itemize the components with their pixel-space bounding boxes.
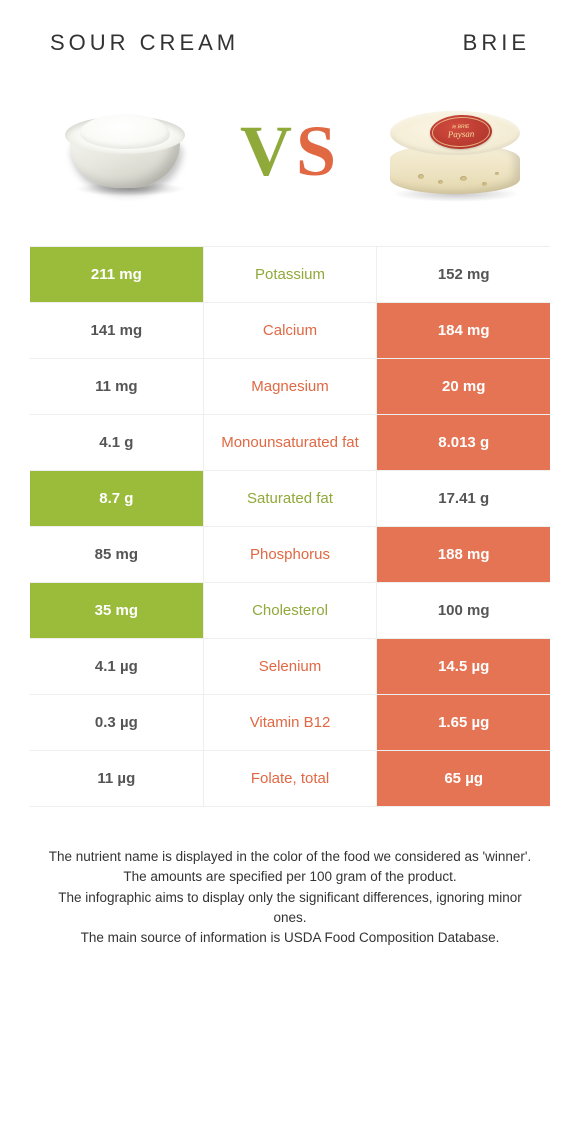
left-value: 4.1 g	[30, 415, 204, 470]
table-row: 141 mgCalcium184 mg	[30, 303, 550, 359]
right-value: 14.5 µg	[377, 639, 550, 694]
right-value: 100 mg	[377, 583, 550, 638]
nutrient-name: Selenium	[204, 639, 378, 694]
left-food-title: SOUR CREAM	[50, 30, 239, 56]
left-value: 11 mg	[30, 359, 204, 414]
nutrient-name: Cholesterol	[204, 583, 378, 638]
table-row: 11 µgFolate, total65 µg	[30, 751, 550, 807]
table-row: 35 mgCholesterol100 mg	[30, 583, 550, 639]
nutrient-name: Monounsaturated fat	[204, 415, 378, 470]
right-value: 184 mg	[377, 303, 550, 358]
table-row: 11 mgMagnesium20 mg	[30, 359, 550, 415]
left-value: 8.7 g	[30, 471, 204, 526]
brie-image: le BRIE Paysan	[380, 91, 530, 211]
right-value: 20 mg	[377, 359, 550, 414]
footer-notes: The nutrient name is displayed in the co…	[20, 807, 560, 948]
right-food-title: BRIE	[463, 30, 530, 56]
nutrient-name: Magnesium	[204, 359, 378, 414]
sour-cream-image	[50, 91, 200, 211]
left-value: 211 mg	[30, 247, 204, 302]
vs-label: VS	[240, 110, 340, 193]
nutrient-name: Calcium	[204, 303, 378, 358]
left-value: 4.1 µg	[30, 639, 204, 694]
nutrition-table: 211 mgPotassium152 mg141 mgCalcium184 mg…	[30, 246, 550, 807]
table-row: 8.7 gSaturated fat17.41 g	[30, 471, 550, 527]
footer-line-4: The main source of information is USDA F…	[40, 928, 540, 948]
right-value: 1.65 µg	[377, 695, 550, 750]
left-value: 141 mg	[30, 303, 204, 358]
table-row: 0.3 µgVitamin B121.65 µg	[30, 695, 550, 751]
images-row: VS le BRIE Paysan	[20, 76, 560, 246]
right-value: 188 mg	[377, 527, 550, 582]
footer-line-2: The amounts are specified per 100 gram o…	[40, 867, 540, 887]
table-row: 211 mgPotassium152 mg	[30, 247, 550, 303]
nutrient-name: Phosphorus	[204, 527, 378, 582]
table-row: 4.1 µgSelenium14.5 µg	[30, 639, 550, 695]
nutrient-name: Folate, total	[204, 751, 378, 806]
left-value: 35 mg	[30, 583, 204, 638]
vs-s-letter: S	[296, 111, 340, 191]
table-row: 4.1 gMonounsaturated fat8.013 g	[30, 415, 550, 471]
header-titles: SOUR CREAM BRIE	[20, 20, 560, 76]
right-value: 8.013 g	[377, 415, 550, 470]
right-value: 17.41 g	[377, 471, 550, 526]
nutrient-name: Potassium	[204, 247, 378, 302]
table-row: 85 mgPhosphorus188 mg	[30, 527, 550, 583]
right-value: 65 µg	[377, 751, 550, 806]
left-value: 85 mg	[30, 527, 204, 582]
nutrient-name: Vitamin B12	[204, 695, 378, 750]
footer-line-3: The infographic aims to display only the…	[40, 888, 540, 929]
nutrient-name: Saturated fat	[204, 471, 378, 526]
left-value: 0.3 µg	[30, 695, 204, 750]
vs-v-letter: V	[240, 111, 296, 191]
footer-line-1: The nutrient name is displayed in the co…	[40, 847, 540, 867]
left-value: 11 µg	[30, 751, 204, 806]
right-value: 152 mg	[377, 247, 550, 302]
